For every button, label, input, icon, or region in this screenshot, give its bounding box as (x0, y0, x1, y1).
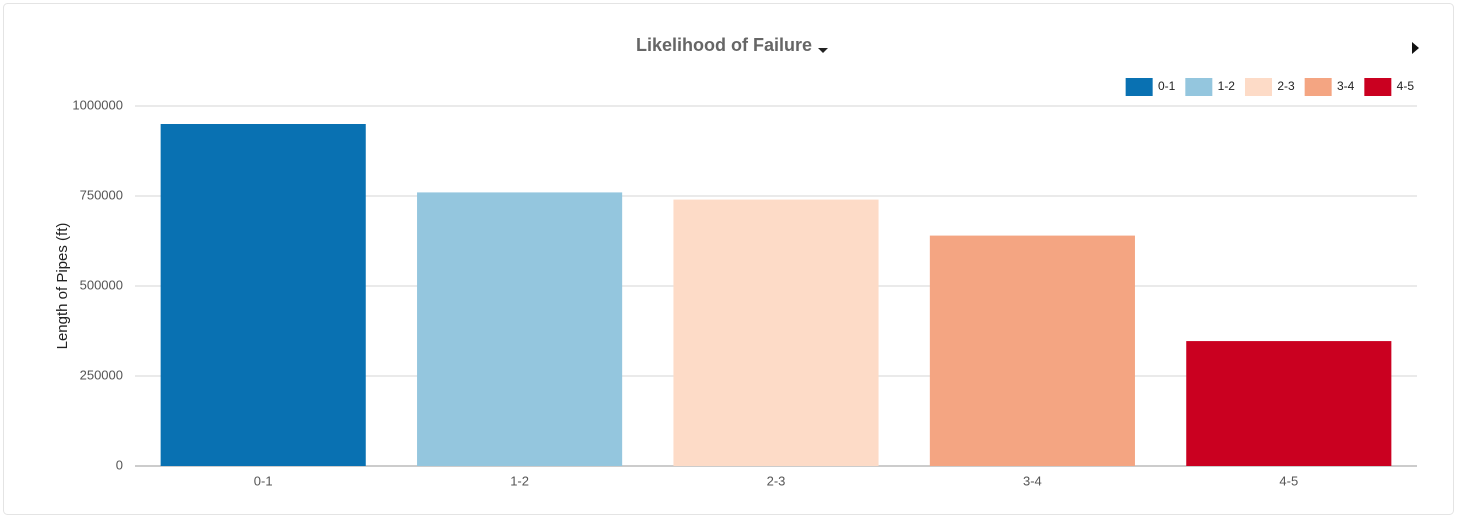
legend-label: 3-4 (1337, 79, 1355, 93)
legend-swatch (1125, 78, 1153, 96)
x-tick-label: 1-2 (510, 473, 529, 488)
x-tick-label: 2-3 (767, 473, 786, 488)
bar (1186, 341, 1392, 466)
legend-swatch (1244, 78, 1272, 96)
next-arrow[interactable] (1412, 42, 1419, 54)
bar (929, 235, 1135, 466)
y-tick-label: 0 (116, 457, 123, 472)
y-tick-label: 1000000 (72, 97, 123, 112)
bar (673, 199, 879, 466)
legend-swatch (1304, 78, 1332, 96)
x-tick-label: 4-5 (1279, 473, 1298, 488)
legend-swatch (1364, 78, 1392, 96)
legend-label: 4-5 (1397, 79, 1415, 93)
y-tick-label: 250000 (80, 367, 123, 382)
y-tick-label: 750000 (80, 187, 123, 202)
legend-label: 2-3 (1277, 79, 1295, 93)
x-tick-label: 3-4 (1023, 473, 1042, 488)
x-tick-label: 0-1 (254, 473, 273, 488)
legend-swatch (1185, 78, 1213, 96)
dropdown-caret[interactable] (818, 48, 829, 53)
y-tick-label: 500000 (80, 277, 123, 292)
bar (417, 192, 623, 466)
bar (160, 124, 366, 466)
legend-label: 1-2 (1218, 79, 1236, 93)
legend-label: 0-1 (1158, 79, 1176, 93)
chart-title[interactable]: Likelihood of Failure (636, 35, 812, 55)
y-axis-label: Length of Pipes (ft) (54, 223, 71, 350)
